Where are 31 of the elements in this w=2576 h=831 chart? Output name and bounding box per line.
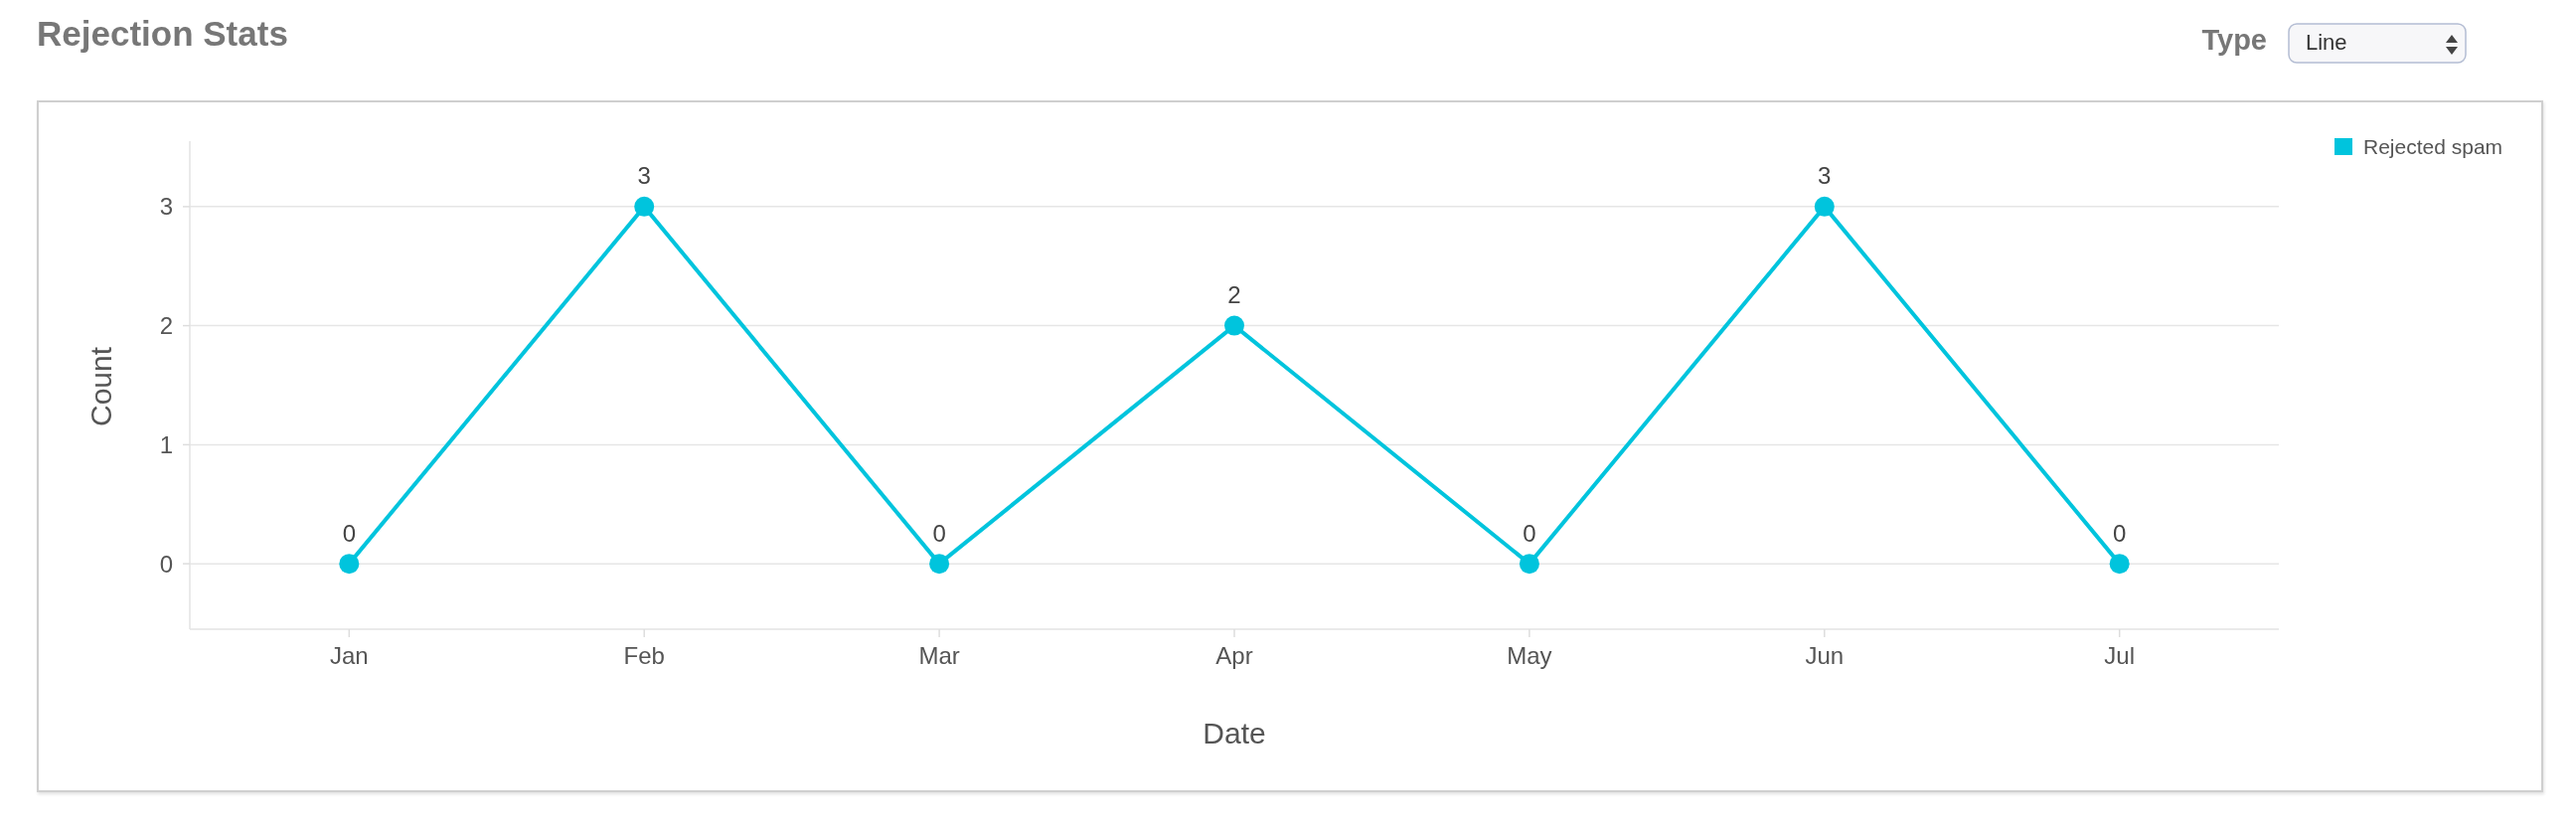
point [1224, 315, 1244, 336]
x-tick-label: Jul [2104, 642, 2136, 669]
y-tick-label: 2 [159, 312, 173, 340]
y-tick-label: 3 [159, 193, 173, 221]
data-label: 0 [932, 519, 946, 547]
data-label: 0 [2113, 519, 2127, 547]
x-tick-label: Jan [329, 642, 369, 669]
x-tick-label: Apr [1215, 642, 1253, 669]
point [1814, 196, 1835, 217]
x-tick-label: Mar [918, 642, 960, 669]
chart-title: Rejection Stats [37, 14, 288, 53]
data-label: 0 [342, 519, 356, 547]
y-tick-label: 1 [159, 430, 173, 458]
data-label: 3 [1818, 162, 1832, 190]
x-tick-label: Jun [1805, 642, 1845, 669]
x-axis-title: Date [1203, 716, 1266, 749]
x-tick-label: May [1507, 642, 1552, 669]
data-label: 2 [1227, 281, 1241, 309]
x-tick-label: Feb [623, 642, 665, 669]
y-tick-label: 0 [159, 550, 173, 578]
point [2109, 554, 2130, 575]
point [929, 554, 950, 575]
data-label: 3 [637, 162, 651, 190]
point [339, 554, 360, 575]
y-axis-title: Count [83, 346, 117, 427]
text: Type [2201, 24, 2267, 56]
legend-label: Rejected spam [2363, 134, 2503, 158]
point [1519, 554, 1539, 575]
point [634, 196, 655, 217]
data-label: 0 [1523, 519, 1536, 547]
text: Line [2306, 30, 2347, 55]
